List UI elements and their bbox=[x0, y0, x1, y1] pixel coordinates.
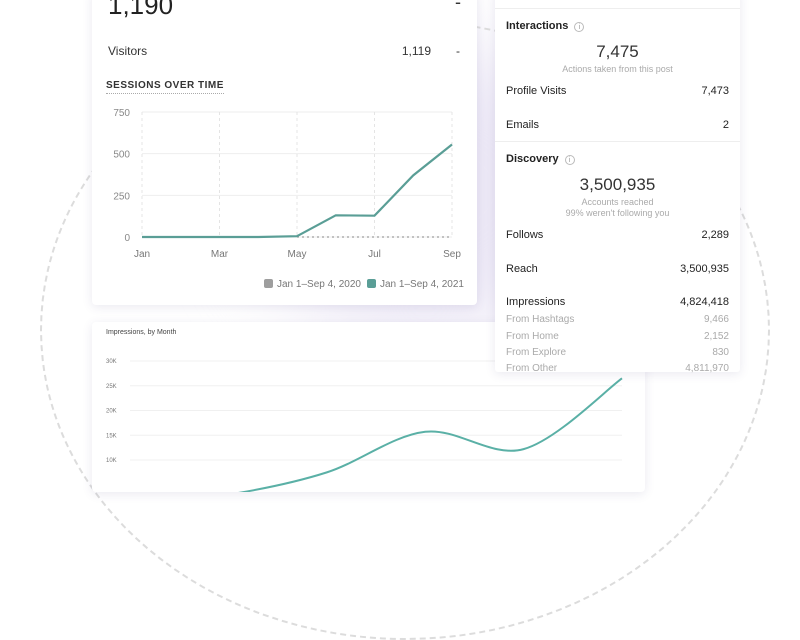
visitors-value: 1,119 bbox=[401, 44, 431, 58]
y-tick-label: 250 bbox=[113, 191, 130, 202]
legend-label-2020: Jan 1–Sep 4, 2020 bbox=[277, 279, 361, 290]
follows-row: Follows 2,289 bbox=[506, 229, 729, 241]
impressions-row: Impressions 4,824,418 bbox=[506, 296, 729, 308]
reach-row: Reach 3,500,935 bbox=[506, 263, 729, 275]
total-sessions: 1,190 bbox=[108, 0, 174, 20]
y-tick-label: 20K bbox=[106, 409, 117, 415]
legend-swatch-2020 bbox=[264, 279, 273, 288]
from-home-row: From Home 2,152 bbox=[506, 331, 729, 342]
emails-row: Emails 2 bbox=[506, 119, 729, 131]
sessions-chart: 0 250 500 750 Jan Mar May Jul Sep Jan 1–Sep 4, 20… bbox=[113, 108, 464, 290]
sessions-card: 1,190 - Visitors 1,119 - SESSIONS OVER T… bbox=[92, 0, 477, 305]
visitors-change: - bbox=[456, 44, 460, 58]
from-other-row: From Other 4,811,970 bbox=[506, 363, 729, 374]
total-change: - bbox=[455, 0, 461, 12]
impressions-line bbox=[238, 377, 623, 492]
y-tick-label: 25K bbox=[106, 384, 117, 390]
discovery-caption-2: 99% weren't following you bbox=[565, 208, 670, 218]
discovery-caption: Accounts reached bbox=[581, 197, 654, 207]
from-explore-row: From Explore 830 bbox=[506, 347, 729, 358]
y-tick-label: 750 bbox=[113, 108, 130, 119]
y-tick-label: 30K bbox=[106, 359, 117, 365]
x-tick-label: Jul bbox=[368, 249, 381, 260]
discovery-heading: Discovery i bbox=[506, 153, 575, 165]
visitors-label: Visitors bbox=[108, 44, 148, 58]
from-hashtags-row: From Hashtags 9,466 bbox=[506, 314, 729, 325]
interactions-caption: Actions taken from this post bbox=[562, 64, 673, 74]
y-tick-label: 0 bbox=[124, 233, 130, 244]
x-tick-label: Mar bbox=[211, 249, 229, 260]
y-tick-label: 500 bbox=[113, 150, 130, 161]
legend-label-2021: Jan 1–Sep 4, 2021 bbox=[380, 279, 464, 290]
x-tick-label: Jan bbox=[134, 249, 150, 260]
discovery-total: 3,500,935 bbox=[579, 175, 656, 194]
impressions-chart-title: Impressions, by Month bbox=[106, 329, 177, 336]
series-line-2021 bbox=[142, 143, 453, 239]
x-tick-label: Sep bbox=[443, 249, 461, 260]
profile-visits-row: Profile Visits 7,473 bbox=[506, 85, 729, 97]
x-tick-label: May bbox=[288, 249, 307, 260]
interactions-total: 7,475 bbox=[596, 42, 639, 61]
interactions-heading: Interactions i bbox=[506, 20, 585, 32]
y-tick-label: 10K bbox=[106, 458, 117, 464]
info-icon[interactable]: i bbox=[574, 22, 585, 32]
insights-panel: Interactions i 7,475 Actions taken from t… bbox=[495, 0, 740, 374]
legend-swatch-2021 bbox=[367, 279, 376, 288]
y-tick-label: 15K bbox=[106, 433, 117, 439]
info-icon[interactable]: i bbox=[564, 155, 575, 165]
sessions-chart-title: SESSIONS OVER TIME bbox=[106, 80, 224, 94]
